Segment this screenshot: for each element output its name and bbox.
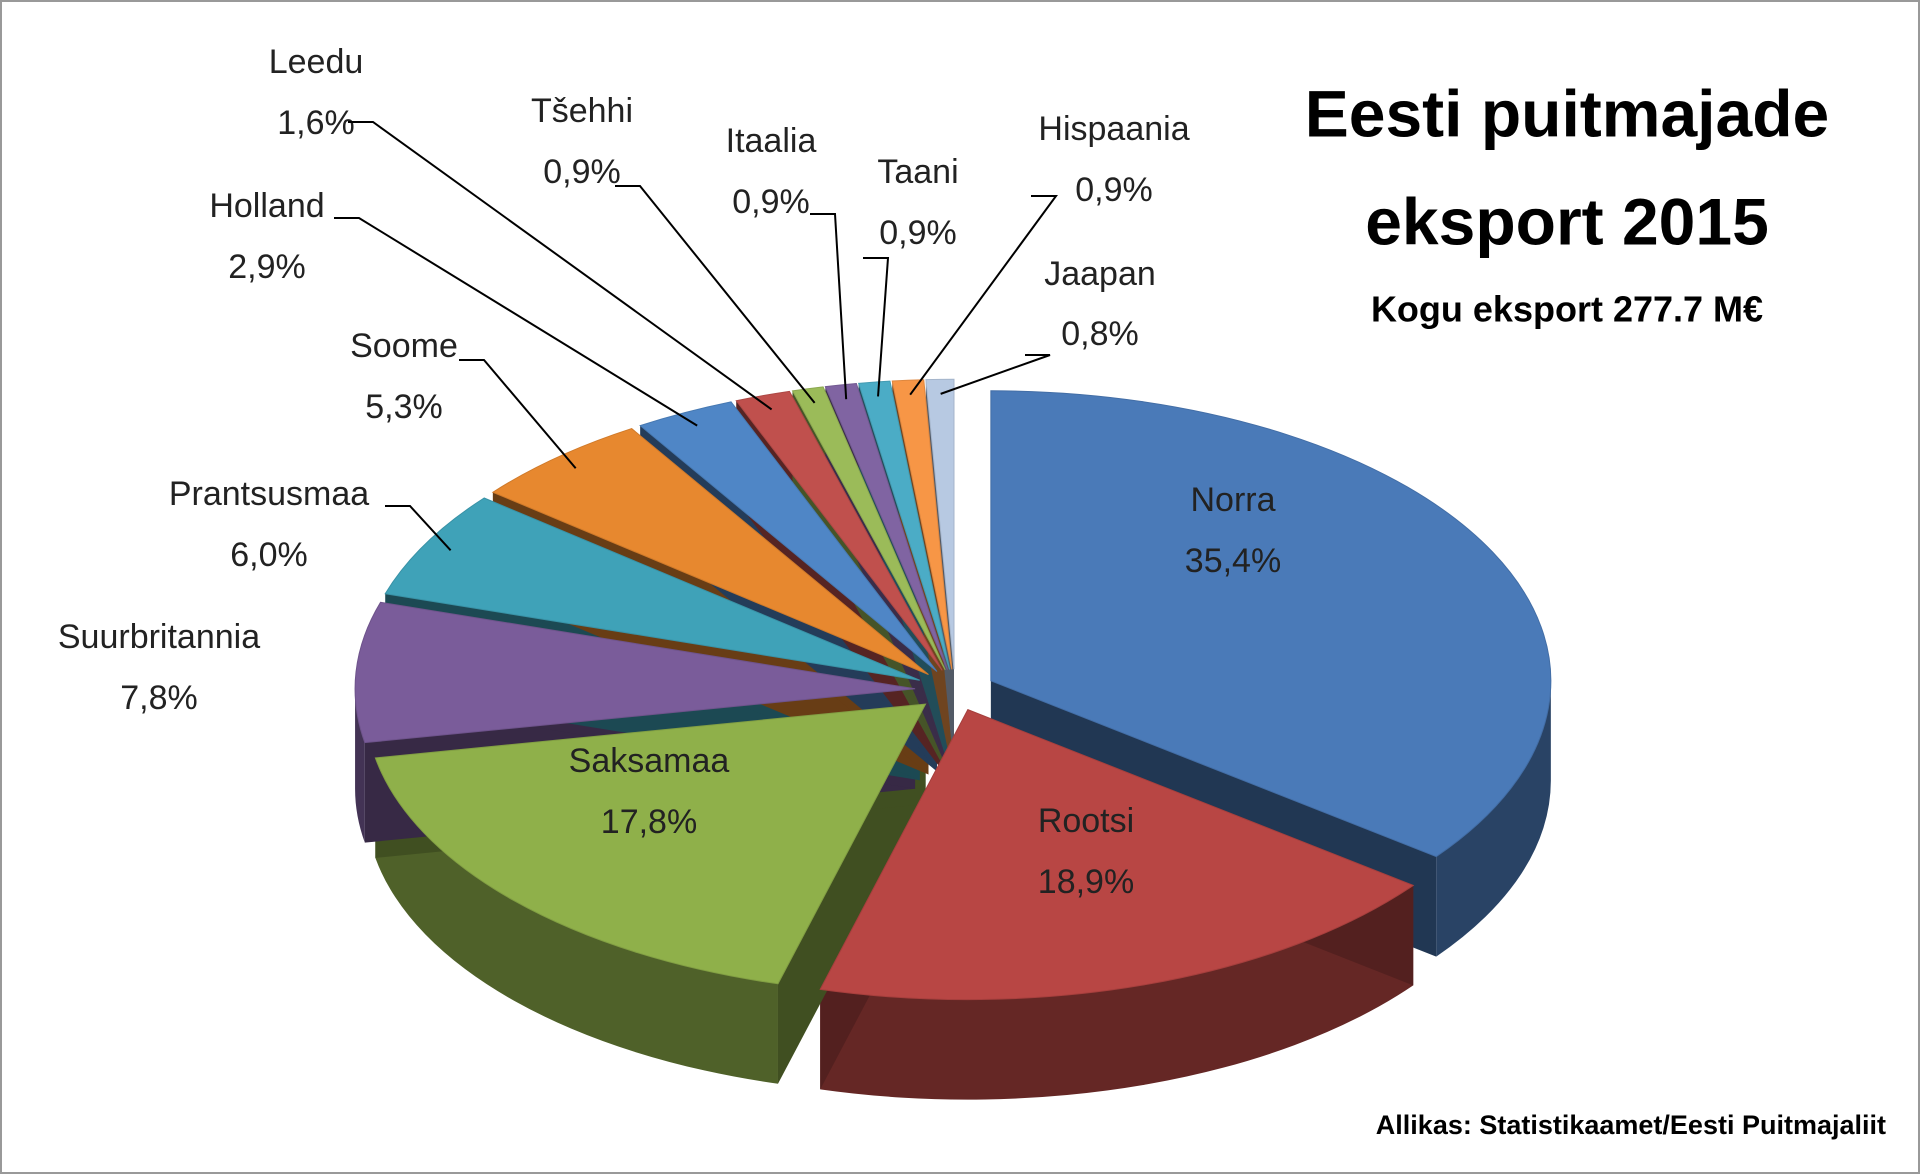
slice-side bbox=[820, 885, 1414, 1100]
slice bbox=[639, 401, 938, 672]
leader-line bbox=[940, 354, 1051, 395]
slice bbox=[925, 378, 955, 670]
slice bbox=[491, 428, 929, 675]
slice bbox=[384, 497, 920, 681]
value-label: 17,8% bbox=[601, 803, 697, 841]
slice bbox=[891, 379, 953, 670]
value-label: 35,4% bbox=[1185, 542, 1281, 580]
slice bbox=[374, 703, 927, 985]
slice-label: Prantsusmaa bbox=[169, 475, 369, 513]
slice bbox=[857, 380, 951, 670]
leader-line bbox=[334, 217, 698, 427]
value-label: 0,9% bbox=[732, 183, 810, 221]
leader-line bbox=[810, 213, 848, 400]
slice bbox=[791, 386, 946, 671]
slice-label: Soome bbox=[350, 327, 458, 365]
value-label: 5,3% bbox=[365, 388, 443, 426]
chart-subtitle: Kogu eksport 277.7 M€ bbox=[1371, 289, 1763, 330]
slice-label: Rootsi bbox=[1038, 802, 1134, 840]
value-label: 2,9% bbox=[228, 248, 306, 286]
slice-label: Tšehhi bbox=[531, 92, 633, 130]
slice bbox=[824, 382, 948, 670]
value-label: 1,6% bbox=[277, 104, 355, 142]
slice-label: Holland bbox=[209, 187, 324, 225]
slice bbox=[735, 390, 943, 671]
leader-line bbox=[909, 195, 1058, 396]
value-label: 0,9% bbox=[543, 153, 621, 191]
value-label: 0,8% bbox=[1061, 315, 1139, 353]
slice-label: Itaalia bbox=[726, 122, 817, 160]
leader-line bbox=[863, 257, 890, 397]
tops bbox=[354, 378, 1552, 1001]
slice bbox=[354, 601, 916, 744]
slice-label: Hispaania bbox=[1038, 110, 1189, 148]
slice bbox=[990, 390, 1552, 858]
leader-line bbox=[348, 121, 773, 411]
source: Allikas: Statistikaamet/Eesti Puitmajali… bbox=[1376, 1110, 1886, 1140]
slice-label: Saksamaa bbox=[569, 742, 730, 780]
slice-side bbox=[355, 688, 365, 843]
value-label: 7,8% bbox=[120, 679, 198, 717]
slice-side bbox=[375, 757, 778, 1084]
value-label: 6,0% bbox=[230, 536, 308, 574]
leader-line bbox=[615, 185, 816, 404]
chart-title: eksport 2015 bbox=[1365, 184, 1769, 258]
slice-label: Norra bbox=[1190, 481, 1275, 519]
slice-label: Taani bbox=[877, 153, 958, 191]
slice-label: Suurbritannia bbox=[58, 618, 260, 656]
slice-label: Leedu bbox=[269, 43, 364, 81]
slice bbox=[819, 708, 1415, 1001]
slice-label: Jaapan bbox=[1044, 255, 1156, 293]
leader-line bbox=[459, 359, 577, 469]
value-label: 0,9% bbox=[1075, 171, 1153, 209]
value-label: 18,9% bbox=[1038, 863, 1134, 901]
leader-line bbox=[385, 505, 452, 551]
chart-title: Eesti puitmajade bbox=[1305, 76, 1830, 150]
value-label: 0,9% bbox=[879, 214, 957, 252]
labels: Norra 35,4% Rootsi 18,9% Saksamaa 17,8% Suurbr… bbox=[58, 43, 1281, 901]
slice-side bbox=[1436, 680, 1551, 957]
